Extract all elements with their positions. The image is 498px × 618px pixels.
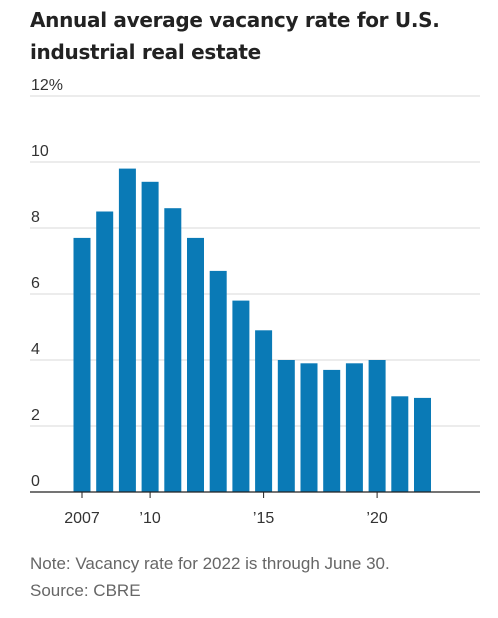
- chart-title: Annual average vacancy rate for U.S. ind…: [30, 8, 440, 64]
- bar-2015: [255, 330, 273, 492]
- y-tick-label: 10: [31, 143, 49, 160]
- y-tick-label: 2: [31, 407, 40, 424]
- bar-2007: [73, 237, 91, 492]
- bar-2009: [118, 168, 136, 492]
- y-axis-labels: 0 2 4 6 8 10 12%: [31, 77, 63, 490]
- x-tick-label: ’20: [366, 510, 387, 527]
- bar-2017: [300, 363, 318, 492]
- bar-2013: [209, 270, 227, 492]
- y-tick-label: 4: [31, 341, 40, 358]
- chart-notes: Note: Vacancy rate for 2022 is through J…: [30, 550, 490, 604]
- x-tick-label: ’10: [139, 510, 160, 527]
- y-tick-label: 12%: [31, 77, 63, 94]
- note-text: Note: Vacancy rate for 2022 is through J…: [30, 554, 390, 573]
- bar-2011: [164, 208, 182, 492]
- bar-2010: [141, 181, 159, 493]
- x-tick-label: ’15: [253, 510, 274, 527]
- x-axis: 2007 ’10 ’15 ’20: [30, 491, 480, 527]
- bar-2021: [391, 396, 409, 492]
- bar-2019: [345, 363, 363, 492]
- y-tick-label: 0: [31, 473, 40, 490]
- bar-2020: [368, 360, 386, 492]
- bar-2022: [414, 397, 431, 492]
- y-tick-label: 8: [31, 209, 40, 226]
- bar-2018: [323, 369, 341, 492]
- bars: [73, 168, 431, 493]
- bar-chart: 0 2 4 6 8 10 12% 2007 ’10 ’15 ’20: [30, 77, 480, 527]
- bar-2012: [187, 237, 204, 492]
- source-text: Source: CBRE: [30, 581, 141, 600]
- bar-2014: [232, 300, 250, 492]
- x-tick-label: 2007: [64, 510, 100, 527]
- bar-2008: [96, 211, 114, 492]
- y-tick-label: 6: [31, 275, 40, 292]
- bar-2016: [277, 360, 295, 492]
